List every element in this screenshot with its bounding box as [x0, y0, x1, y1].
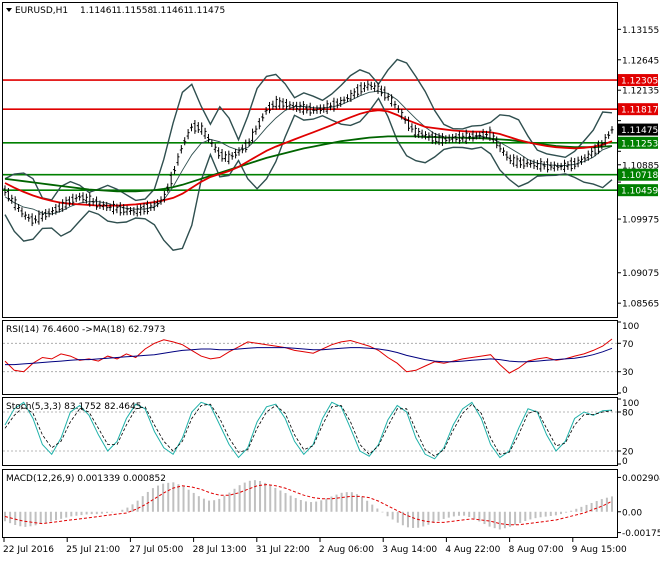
bollinger-upper: [4, 58, 613, 202]
rsi-ma-line: [5, 347, 613, 366]
level-label-4: 1.10459: [621, 187, 658, 197]
price-tick-label: 1.09075: [622, 269, 659, 279]
close-value: 1.11475: [188, 6, 225, 16]
symbol-label: EURUSD,H1: [15, 6, 68, 16]
price-tick-label: 1.09975: [622, 216, 659, 226]
rsi-tick-label: 0: [622, 386, 628, 396]
bollinger-middle: [4, 90, 613, 215]
bollinger-lower: [4, 97, 613, 251]
low-value: 1.11461: [152, 6, 189, 16]
triangle-down-icon[interactable]: [6, 8, 12, 12]
level-label-0: 1.12305: [621, 77, 658, 87]
open-value: 1.11461: [80, 6, 117, 16]
time-label: 4 Aug 22:00: [445, 545, 500, 555]
time-label: 9 Aug 15:00: [572, 545, 627, 555]
level-tag-2: [618, 136, 658, 149]
price-tick-label: 1.13155: [622, 26, 659, 36]
price-panel[interactable]: [2, 2, 618, 318]
stoch-tick-label: 0: [622, 457, 628, 467]
ma-green-line: [4, 135, 613, 193]
rsi-tick-label: 30: [622, 368, 634, 378]
level-label-2: 1.11253: [621, 139, 658, 149]
chart-header: EURUSD,H1 1.11461 1.11558 1.11461 1.1147…: [6, 6, 225, 16]
rsi-line: [4, 338, 613, 374]
price-tick-label: 1.12135: [622, 87, 659, 97]
high-value: 1.11558: [116, 6, 153, 16]
time-label: 2 Aug 06:00: [319, 545, 374, 555]
price-tick-label: 1.08565: [622, 300, 659, 310]
macd-tick-label: 0.00: [622, 508, 642, 518]
level-label-3: 1.10718: [621, 171, 658, 181]
stoch-tick-label: 20: [622, 448, 634, 458]
current-price-tag: [618, 123, 658, 136]
time-label: 25 Jul 21:00: [66, 545, 120, 555]
level-label-1: 1.11817: [621, 106, 658, 116]
time-label: 27 Jul 05:00: [129, 545, 183, 555]
time-label: 22 Jul 2016: [3, 545, 54, 555]
rsi-tick-label: 70: [622, 340, 634, 350]
time-label: 28 Jul 13:00: [193, 545, 247, 555]
time-label: 8 Aug 07:00: [509, 545, 564, 555]
macd-panel[interactable]: [2, 469, 618, 538]
stoch-tick-label: 80: [622, 409, 634, 419]
time-label: 3 Aug 14:00: [382, 545, 437, 555]
rsi-label: RSI(14) 76.4600 ->MA(18) 62.7973: [6, 325, 165, 335]
price-tick-label: 1.12645: [622, 56, 659, 66]
macd-tick-label: -0.001759: [622, 529, 660, 539]
stoch-panel[interactable]: [2, 397, 618, 466]
level-tag-0: [618, 74, 658, 87]
macd-tick-label: 0.002904: [622, 474, 660, 484]
level-tag-4: [618, 184, 658, 197]
current-price-label: 1.11475: [621, 126, 658, 136]
price-tick-label: 1.10885: [622, 161, 659, 171]
stoch-tick-label: 100: [622, 399, 639, 409]
level-tag-3: [618, 168, 658, 181]
level-tag-1: [618, 103, 658, 116]
time-label: 31 Jul 22:00: [256, 545, 310, 555]
price-bars: [3, 80, 614, 227]
macd-signal-line: [4, 484, 613, 526]
stoch-main-line: [4, 401, 613, 460]
rsi-tick-label: 100: [622, 322, 639, 332]
macd-label: MACD(12,26,9) 0.001339 0.000852: [6, 474, 166, 484]
stoch-signal-line: [4, 403, 613, 457]
stoch-label: Stoch(5,3,3) 83.1752 82.4645: [6, 402, 141, 412]
